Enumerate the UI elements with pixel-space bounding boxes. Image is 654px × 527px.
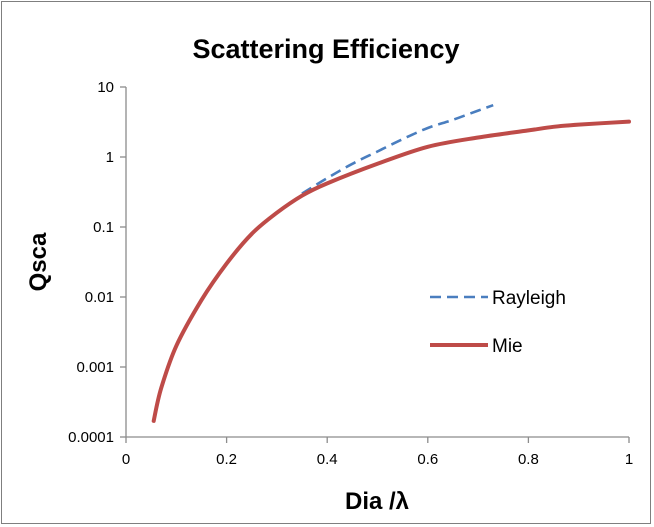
y-tick-label: 0.0001 [68,429,114,446]
legend-label-mie: Mie [492,336,523,357]
x-tick-label: 0.8 [518,451,539,468]
legend: Rayleigh Mie [430,288,566,357]
series-layer [151,103,631,423]
series-line-mie [151,119,631,423]
y-axis-label: Qsca [25,232,52,291]
plot-area: 0.0001 0.001 0.01 0.1 1 10 0 0.2 0.4 0.6 0.8 1 [68,79,633,468]
x-tick-label: 0.2 [216,451,237,468]
x-ticks: 0 0.2 0.4 0.6 0.8 1 [122,437,633,468]
y-tick-label: 0.01 [85,289,114,306]
x-axis-label: Dia /λ [345,488,409,515]
x-tick-label: 1 [625,451,633,468]
y-tick-label: 0.001 [76,359,114,376]
y-ticks: 0.0001 0.001 0.01 0.1 1 10 [68,79,126,446]
x-tick-label: 0 [122,451,130,468]
y-tick-label: 10 [97,79,114,96]
series-line-rayleigh [301,103,494,195]
chart-title: Scattering Efficiency [192,34,459,64]
x-tick-label: 0.6 [417,451,438,468]
legend-label-rayleigh: Rayleigh [492,288,566,309]
y-tick-label: 1 [106,149,114,166]
x-tick-label: 0.4 [317,451,338,468]
y-tick-label: 0.1 [93,219,114,236]
